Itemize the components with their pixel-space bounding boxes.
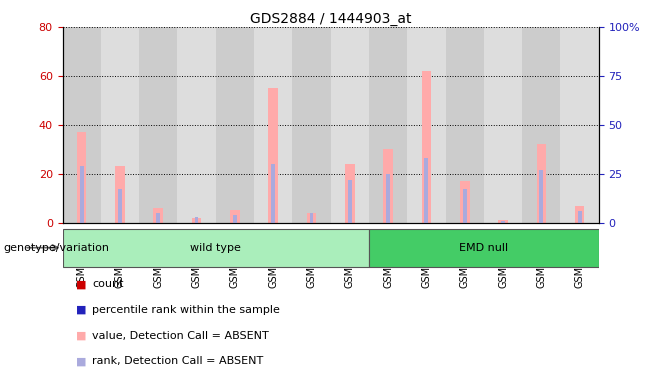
- Text: ■: ■: [76, 356, 86, 366]
- Text: value, Detection Call = ABSENT: value, Detection Call = ABSENT: [92, 331, 269, 341]
- Bar: [484, 27, 522, 223]
- Bar: [233, 215, 237, 223]
- Title: GDS2884 / 1444903_at: GDS2884 / 1444903_at: [250, 12, 411, 26]
- Bar: [268, 88, 278, 223]
- Bar: [369, 27, 407, 223]
- Bar: [307, 213, 316, 223]
- Bar: [540, 170, 544, 223]
- Bar: [386, 174, 390, 223]
- Bar: [115, 166, 125, 223]
- Text: EMD null: EMD null: [459, 243, 509, 253]
- Bar: [63, 229, 369, 267]
- Bar: [522, 27, 561, 223]
- Bar: [178, 27, 216, 223]
- Bar: [77, 132, 86, 223]
- Bar: [384, 149, 393, 223]
- Bar: [80, 166, 84, 223]
- Bar: [445, 27, 484, 223]
- Bar: [422, 71, 431, 223]
- Bar: [575, 205, 584, 223]
- Bar: [254, 27, 292, 223]
- Bar: [191, 218, 201, 223]
- Bar: [578, 211, 582, 223]
- Bar: [536, 144, 546, 223]
- Text: percentile rank within the sample: percentile rank within the sample: [92, 305, 280, 315]
- Bar: [230, 210, 240, 223]
- Bar: [424, 158, 428, 223]
- Bar: [153, 208, 163, 223]
- Bar: [157, 213, 160, 223]
- Bar: [63, 27, 101, 223]
- Bar: [498, 220, 508, 223]
- Bar: [561, 27, 599, 223]
- Bar: [195, 217, 199, 223]
- Bar: [139, 27, 178, 223]
- Bar: [271, 164, 275, 223]
- Bar: [216, 27, 254, 223]
- Bar: [501, 221, 505, 223]
- Bar: [292, 27, 331, 223]
- Text: ■: ■: [76, 331, 86, 341]
- Bar: [460, 181, 470, 223]
- Bar: [309, 213, 313, 223]
- Text: count: count: [92, 279, 124, 289]
- Bar: [345, 164, 355, 223]
- Text: genotype/variation: genotype/variation: [3, 243, 109, 253]
- Text: ■: ■: [76, 279, 86, 289]
- Bar: [369, 229, 599, 267]
- Bar: [348, 180, 352, 223]
- Text: rank, Detection Call = ABSENT: rank, Detection Call = ABSENT: [92, 356, 263, 366]
- Bar: [101, 27, 139, 223]
- Bar: [463, 189, 467, 223]
- Bar: [330, 27, 369, 223]
- Text: wild type: wild type: [190, 243, 241, 253]
- Bar: [407, 27, 445, 223]
- Bar: [118, 189, 122, 223]
- Text: ■: ■: [76, 305, 86, 315]
